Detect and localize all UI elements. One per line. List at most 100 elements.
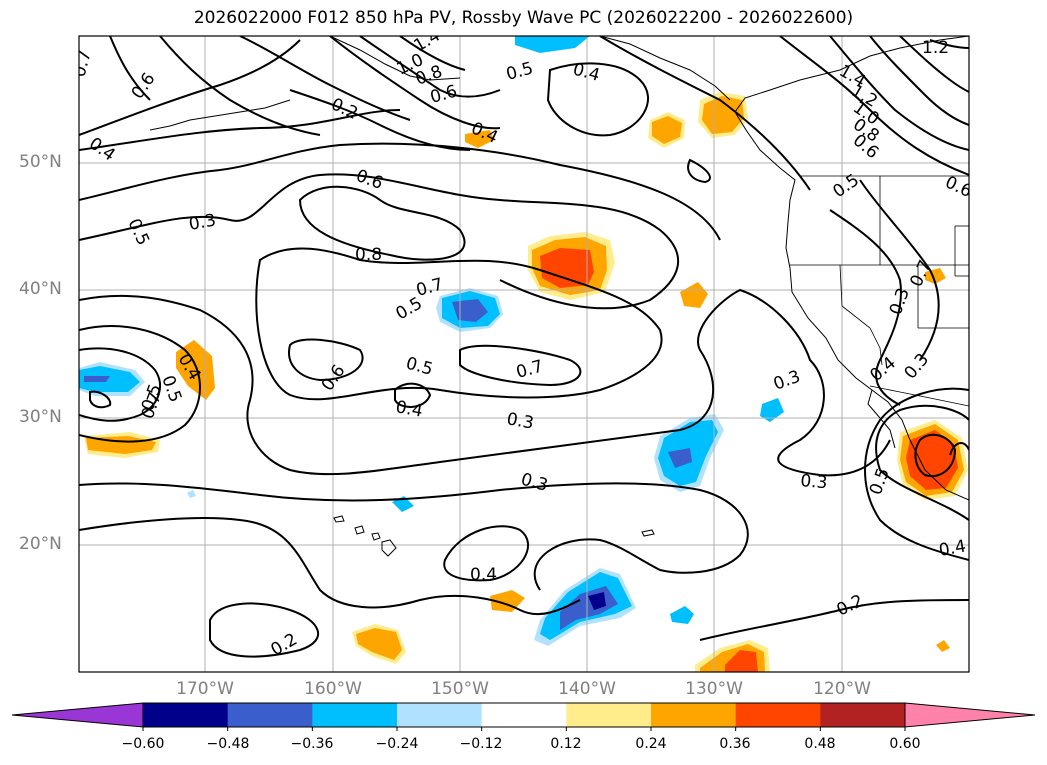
pv-contour	[929, 39, 969, 49]
colorbar-segment	[481, 703, 567, 727]
longitude-label: 120°W	[813, 679, 871, 699]
longitude-label: 130°W	[685, 679, 743, 699]
alaska-peninsula	[599, 36, 731, 101]
pv-contour	[288, 338, 364, 382]
contour-label: 0.3	[187, 211, 217, 235]
positive-anomaly-region	[936, 640, 950, 652]
positive-anomaly-region	[702, 96, 744, 134]
pv-contour	[79, 517, 581, 616]
map-canvas: 0.7 0.6 1.4 1.0 0.8 0.6 0.2 0.5 0.4 1.2 …	[78, 35, 970, 673]
colorbar-tick-label: −0.60	[121, 736, 165, 752]
negative-anomaly-region	[187, 490, 196, 498]
colorbar-tick-label: 0.24	[635, 736, 667, 752]
pv-contour	[394, 382, 432, 408]
positive-anomaly-region	[490, 590, 525, 612]
colorbar-tick-label: 0.12	[550, 736, 582, 752]
pv-contour	[109, 36, 151, 101]
negative-anomaly-region	[668, 448, 692, 468]
longitude-label: 160°W	[304, 679, 362, 699]
colorbar-tick-label: 0.60	[889, 736, 921, 752]
longitude-label: 150°W	[431, 679, 489, 699]
contour-label: 0.8	[355, 245, 382, 265]
negative-anomaly-region	[84, 376, 110, 382]
colorbar-tick-label: 0.48	[804, 736, 836, 752]
latitude-label: 50°N	[19, 152, 62, 172]
negative-anomaly-region	[515, 36, 590, 53]
positive-anomaly-region	[465, 130, 494, 148]
pv-contour	[864, 387, 969, 561]
colorbar-segment	[566, 703, 652, 727]
longitude-label: 140°W	[558, 679, 616, 699]
pv-contour	[255, 247, 663, 401]
pv-contour	[79, 288, 891, 477]
pv-contour	[239, 36, 411, 121]
aleutian-islands	[149, 99, 291, 131]
pv-contour	[443, 525, 530, 582]
colorbar-segment	[227, 703, 313, 727]
state-border	[839, 264, 843, 307]
pv-contour	[599, 36, 811, 191]
pv-contour	[869, 36, 969, 126]
pv-contours	[79, 36, 969, 658]
positive-anomaly-region	[906, 430, 958, 490]
contour-label: 1.2	[922, 38, 949, 58]
contour-label: 0.4	[394, 397, 424, 421]
baja-california	[867, 389, 896, 449]
negative-anomaly-region	[670, 606, 694, 624]
latitude-label: 20°N	[19, 534, 62, 554]
pv-contour	[359, 36, 501, 98]
pv-contour	[914, 433, 957, 478]
negative-anomaly-region	[588, 592, 606, 610]
pv-contour	[899, 36, 969, 93]
colorbar-extend-min	[11, 702, 144, 728]
positive-anomaly-region	[652, 116, 682, 144]
aleutian-islands	[329, 36, 461, 81]
pv-contour	[79, 482, 749, 591]
pv-contour	[829, 209, 902, 406]
pv-contour	[546, 62, 650, 137]
contour-label: 0.3	[505, 409, 535, 433]
longitude-label: 170°W	[176, 679, 234, 699]
colorbar-segment	[143, 703, 229, 727]
pv-contour	[329, 36, 501, 130]
pv-contour	[949, 442, 969, 456]
pv-contour	[89, 390, 112, 409]
negative-anomaly-region	[760, 398, 784, 422]
colorbar-tick-label: −0.48	[206, 736, 250, 752]
map-frame	[78, 35, 970, 673]
colorbar	[11, 702, 1036, 731]
positive-anomaly-region	[725, 650, 758, 672]
colorbar-segment	[735, 703, 821, 727]
positive-anomaly-region	[540, 248, 594, 288]
colorbar-frame	[142, 702, 906, 728]
small-island	[641, 529, 655, 537]
colorbar-extend-max	[904, 702, 1036, 728]
chart-title: 2026022000 F012 850 hPa PV, Rossby Wave …	[193, 8, 854, 28]
hawaii-island	[333, 515, 345, 523]
pv-contour	[79, 325, 201, 443]
colorbar-segment	[312, 703, 398, 727]
hawaii-island	[381, 539, 397, 557]
pv-contour	[875, 404, 969, 521]
pv-contour	[687, 158, 711, 184]
pv-contour	[79, 173, 679, 310]
contour-label: 0.4	[470, 565, 497, 585]
colorbar-tick-label: −0.12	[459, 736, 503, 752]
pv-contour	[399, 36, 466, 71]
pv-contour	[289, 89, 471, 151]
latitude-label: 40°N	[19, 279, 62, 299]
colorbar-segment	[651, 703, 737, 727]
contour-label: 0.3	[800, 471, 829, 493]
colorbar-segment	[397, 703, 483, 727]
pv-contour	[79, 142, 721, 241]
pv-contour	[779, 36, 969, 176]
hawaii-island	[354, 525, 365, 535]
negative-anomaly-region	[79, 366, 140, 392]
pv-contour	[829, 36, 969, 151]
positive-anomaly-region	[356, 628, 402, 660]
pv-contour	[79, 347, 161, 422]
pv-contour	[859, 179, 940, 361]
colorbar-tick-label: −0.24	[375, 736, 419, 752]
pv-anomaly-shading	[79, 36, 968, 672]
colorbar-tick-label: 0.36	[719, 736, 751, 752]
